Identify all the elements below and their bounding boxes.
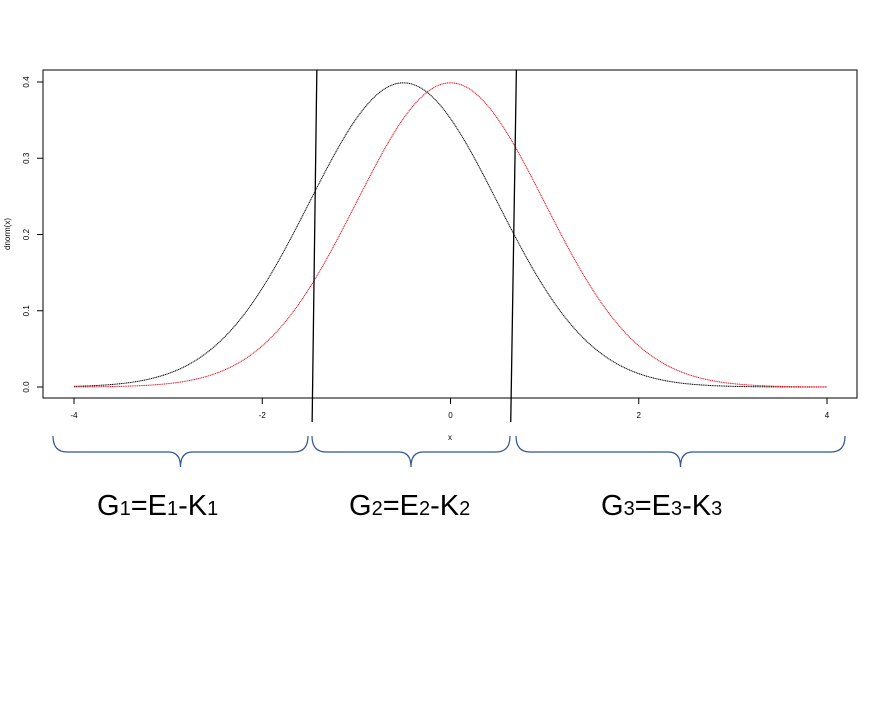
density-curves [73,82,828,388]
x-tick-label-0: -4 [70,411,78,420]
density-curve-1 [73,82,827,388]
y-tick-label-3: 0.3 [22,152,31,164]
x-axis: -4 -2 0 2 4 [70,397,830,420]
group-brace-1 [52,435,309,468]
x-tick-label-1: -2 [259,411,267,420]
y-tick-label-4: 0.4 [22,76,31,88]
x-tick-label-4: 4 [825,411,830,420]
group-brace-2 [311,435,511,468]
group-brace-3 [515,435,846,468]
y-axis: 0.0 0.1 0.2 0.3 0.4 [22,76,44,393]
plot-frame [42,69,858,399]
group-boundaries [311,69,518,423]
group-braces [52,435,846,468]
boundary-line-2 [510,69,518,423]
y-axis-label: dnorm(x) [3,218,12,250]
x-axis-label: x [448,433,452,442]
x-tick-label-3: 2 [637,411,642,420]
group-formula-3: G3=E3-K3 [601,490,723,522]
boundary-line-1 [311,69,318,423]
group-formula-2: G2=E2-K2 [349,490,471,522]
x-tick-label-2: 0 [448,411,453,420]
y-tick-label-1: 0.1 [22,305,31,317]
group-formula-1: G1=E1-K1 [97,490,219,522]
y-tick-label-2: 0.2 [22,228,31,240]
density-curve-2 [73,82,828,388]
y-tick-label-0: 0.0 [22,381,31,393]
